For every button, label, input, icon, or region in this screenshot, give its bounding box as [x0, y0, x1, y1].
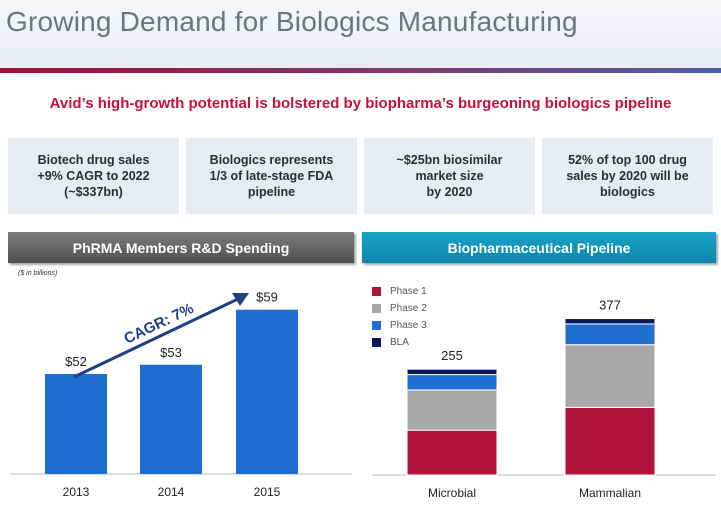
stat-text: Biologics represents 1/3 of late-stage F…	[209, 153, 334, 199]
rd-category-label: 2015	[254, 485, 281, 499]
stat-text: 52% of top 100 drug sales by 2020 will b…	[566, 153, 689, 199]
legend-item: BLA	[372, 334, 427, 351]
pipeline-total-label: 377	[599, 298, 621, 313]
pipeline-segment-phase-1	[564, 406, 656, 476]
rd-value-label: $59	[256, 290, 278, 305]
pipeline-segment-bla	[564, 318, 656, 325]
header-divider	[0, 68, 721, 73]
page-subtitle: Avid’s high-growth potential is bolstere…	[49, 95, 672, 112]
pipeline-category-label: Mammalian	[579, 486, 641, 500]
pipeline-total-label: 255	[441, 348, 463, 363]
pipeline-header: Biopharmaceutical Pipeline	[362, 232, 716, 263]
legend-swatch	[372, 321, 381, 330]
header-band: Growing Demand for Biologics Manufacturi…	[0, 0, 721, 68]
unit-note: ($ in billions)	[18, 270, 58, 277]
rd-category-label: 2013	[63, 485, 90, 499]
rd-value-label: $52	[65, 354, 87, 369]
legend-label: Phase 3	[390, 320, 427, 331]
pipeline-segment-phase-2	[564, 344, 656, 408]
pipeline-segment-phase-3	[406, 374, 498, 391]
stat-box-late-stage-pipeline: Biologics represents 1/3 of late-stage F…	[186, 138, 357, 214]
rd-spending-header: PhRMA Members R&D Spending	[8, 232, 354, 263]
legend-item: Phase 3	[372, 317, 427, 334]
cagr-arrow-head	[232, 293, 249, 306]
legend-swatch	[372, 338, 381, 347]
pipeline-category-label: Microbial	[428, 486, 476, 500]
legend-swatch	[372, 287, 381, 296]
rd-bar-2014	[140, 364, 202, 474]
cagr-arrow-line	[73, 296, 241, 379]
pipeline-segment-phase-2	[406, 389, 498, 431]
pipeline-segment-phase-1	[406, 429, 498, 476]
rd-category-label: 2014	[158, 485, 185, 499]
pipeline-segment-phase-3	[564, 323, 656, 346]
pipeline-segment-bla	[406, 368, 498, 376]
legend-label: Phase 1	[390, 286, 427, 297]
stat-text: ~$25bn biosimilar market size by 2020	[396, 153, 503, 199]
legend-swatch	[372, 304, 381, 313]
stat-box-biotech-sales: Biotech drug sales +9% CAGR to 2022 (~$3…	[8, 138, 179, 214]
legend-label: BLA	[390, 337, 409, 348]
legend-item: Phase 1	[372, 283, 427, 300]
rd-bar-2015	[236, 309, 298, 474]
legend-label: Phase 2	[390, 303, 427, 314]
pipeline-legend: Phase 1 Phase 2 Phase 3 BLA	[372, 283, 427, 351]
stat-box-biosimilar-market: ~$25bn biosimilar market size by 2020	[364, 138, 535, 214]
rd-value-label: $53	[160, 345, 182, 360]
stat-box-top100-biologics: 52% of top 100 drug sales by 2020 will b…	[542, 138, 713, 214]
rd-bar-2013	[45, 373, 107, 474]
page-title: Growing Demand for Biologics Manufacturi…	[6, 6, 578, 37]
legend-item: Phase 2	[372, 300, 427, 317]
stat-text: Biotech drug sales +9% CAGR to 2022 (~$3…	[37, 153, 150, 199]
